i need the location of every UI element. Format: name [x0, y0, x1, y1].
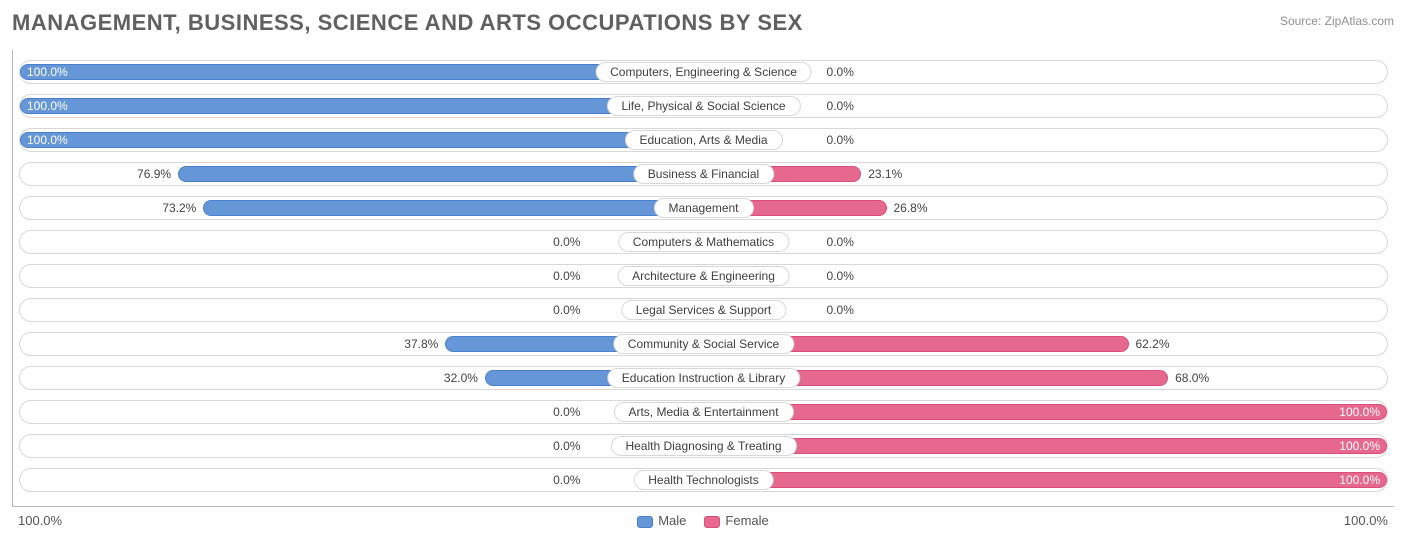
bar-row: 76.9% 23.1% Business & Financial — [19, 162, 1388, 186]
bar-row: 0.0% 100.0% Health Technologists — [19, 468, 1388, 492]
male-bar — [203, 200, 703, 216]
chart-footer: 100.0% Male Female 100.0% — [18, 513, 1388, 528]
category-label: Education, Arts & Media — [624, 130, 782, 150]
bar-row: 100.0% 0.0% Education, Arts & Media — [19, 128, 1388, 152]
female-value: 0.0% — [827, 235, 854, 249]
male-value: 0.0% — [553, 235, 580, 249]
category-label: Management — [653, 198, 753, 218]
male-value: 0.0% — [553, 269, 580, 283]
category-label: Business & Financial — [633, 164, 774, 184]
category-label: Health Technologists — [633, 470, 774, 490]
female-value: 62.2% — [1135, 337, 1169, 351]
legend-male-label: Male — [658, 513, 686, 528]
category-label: Computers & Mathematics — [618, 232, 789, 252]
chart-title: MANAGEMENT, BUSINESS, SCIENCE AND ARTS O… — [12, 10, 803, 36]
male-value: 100.0% — [27, 133, 68, 147]
male-value: 100.0% — [27, 65, 68, 79]
female-value: 100.0% — [1339, 473, 1380, 487]
category-label: Community & Social Service — [613, 334, 794, 354]
male-value: 0.0% — [553, 439, 580, 453]
male-value: 32.0% — [444, 371, 478, 385]
chart-source: Source: ZipAtlas.com — [1280, 10, 1394, 28]
axis-left-label: 100.0% — [18, 513, 62, 528]
female-value: 23.1% — [868, 167, 902, 181]
bar-row: 32.0% 68.0% Education Instruction & Librar… — [19, 366, 1388, 390]
male-value: 37.8% — [404, 337, 438, 351]
male-swatch-icon — [637, 516, 653, 528]
female-value: 26.8% — [894, 201, 928, 215]
female-bar: 100.0% — [704, 404, 1388, 420]
bar-row: 37.8% 62.2% Community & Social Service — [19, 332, 1388, 356]
male-value: 100.0% — [27, 99, 68, 113]
male-bar: 100.0% — [20, 132, 704, 148]
category-label: Education Instruction & Library — [607, 368, 800, 388]
male-value: 73.2% — [162, 201, 196, 215]
legend-female-label: Female — [725, 513, 768, 528]
bar-row: 73.2% 26.8% Management — [19, 196, 1388, 220]
legend: Male Female — [637, 513, 769, 528]
male-value: 0.0% — [553, 473, 580, 487]
legend-female: Female — [704, 513, 768, 528]
female-value: 0.0% — [827, 133, 854, 147]
legend-male: Male — [637, 513, 686, 528]
female-value: 68.0% — [1175, 371, 1209, 385]
bar-row: 0.0% 100.0% Arts, Media & Entertainment — [19, 400, 1388, 424]
female-value: 0.0% — [827, 99, 854, 113]
female-value: 0.0% — [827, 269, 854, 283]
male-bar — [178, 166, 704, 182]
female-value: 0.0% — [827, 65, 854, 79]
female-bar: 100.0% — [704, 472, 1388, 488]
source-label: Source: — [1280, 14, 1321, 28]
category-label: Life, Physical & Social Science — [606, 96, 800, 116]
female-value: 100.0% — [1339, 439, 1380, 453]
category-label: Architecture & Engineering — [617, 266, 790, 286]
bar-row: 0.0% 0.0% Legal Services & Support — [19, 298, 1388, 322]
source-name: ZipAtlas.com — [1325, 14, 1394, 28]
bar-row: 100.0% 0.0% Life, Physical & Social Scienc… — [19, 94, 1388, 118]
category-label: Legal Services & Support — [621, 300, 786, 320]
male-value: 0.0% — [553, 405, 580, 419]
category-label: Health Diagnosing & Treating — [610, 436, 796, 456]
female-bar: 100.0% — [704, 438, 1388, 454]
male-value: 76.9% — [137, 167, 171, 181]
female-swatch-icon — [704, 516, 720, 528]
bar-row: 0.0% 0.0% Architecture & Engineering — [19, 264, 1388, 288]
female-value: 100.0% — [1339, 405, 1380, 419]
category-label: Computers, Engineering & Science — [595, 62, 812, 82]
bar-row: 100.0% 0.0% Computers, Engineering & Scien… — [19, 60, 1388, 84]
bar-row: 0.0% 100.0% Health Diagnosing & Treating — [19, 434, 1388, 458]
male-value: 0.0% — [553, 303, 580, 317]
female-value: 0.0% — [827, 303, 854, 317]
category-label: Arts, Media & Entertainment — [613, 402, 793, 422]
male-bar: 100.0% — [20, 98, 704, 114]
diverging-bar-chart: 100.0% 0.0% Computers, Engineering & Scien… — [12, 50, 1394, 507]
axis-right-label: 100.0% — [1344, 513, 1388, 528]
chart-header: MANAGEMENT, BUSINESS, SCIENCE AND ARTS O… — [12, 10, 1394, 36]
bar-row: 0.0% 0.0% Computers & Mathematics — [19, 230, 1388, 254]
